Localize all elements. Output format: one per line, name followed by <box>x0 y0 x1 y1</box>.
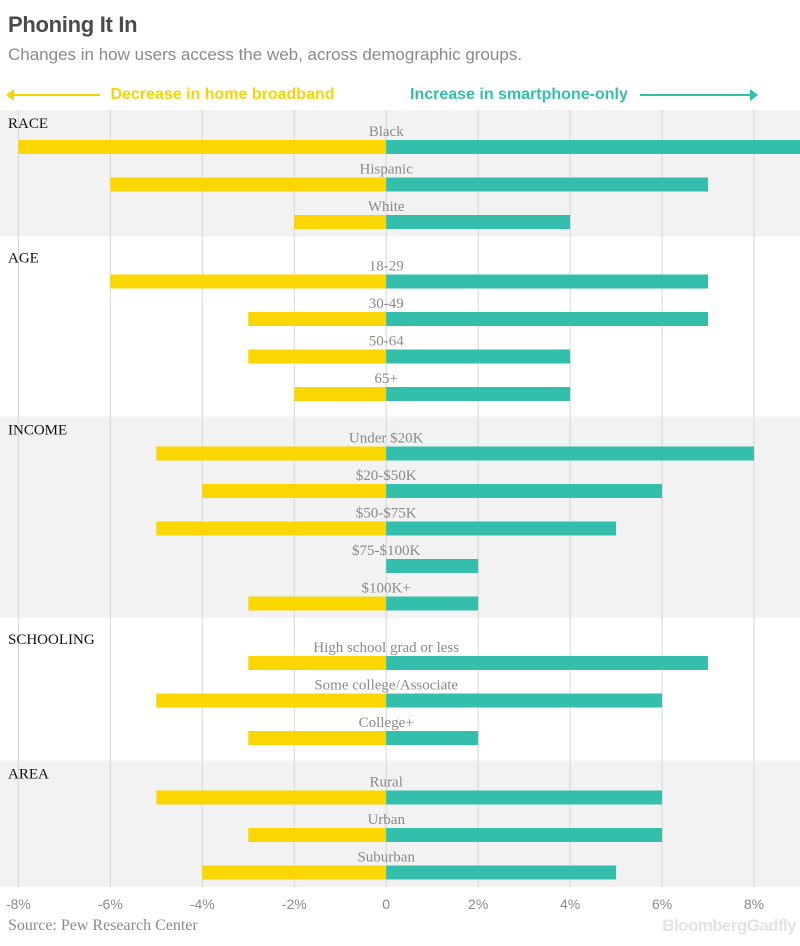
bar-decrease <box>18 140 387 154</box>
bar-increase <box>386 312 709 326</box>
category-label: 30-49 <box>369 296 404 312</box>
bar-increase <box>386 828 663 842</box>
bar-increase <box>386 387 571 401</box>
logo-part-1: Bloomberg <box>662 916 747 935</box>
bar-increase <box>386 865 617 880</box>
group-label: AGE <box>8 251 39 267</box>
bar-decrease <box>248 731 387 745</box>
bar-increase <box>386 693 663 708</box>
bar-decrease <box>248 312 387 326</box>
category-label: Under $20K <box>349 431 424 447</box>
bar-decrease <box>156 790 387 805</box>
category-label: $20-$50K <box>356 468 417 484</box>
bar-increase <box>386 349 571 364</box>
logo-part-2: Gadfly <box>746 916 797 935</box>
bar-increase <box>386 521 617 536</box>
chart-subtitle: Changes in how users access the web, acr… <box>8 45 523 64</box>
bar-increase <box>386 274 709 289</box>
category-label: $100K+ <box>362 581 411 597</box>
category-label: Suburban <box>357 850 415 866</box>
bar-increase <box>386 446 755 461</box>
bar-decrease <box>202 484 387 498</box>
bar-increase <box>386 731 479 745</box>
x-tick-label: -4% <box>190 896 215 912</box>
x-tick-label: 0 <box>382 896 390 912</box>
x-tick-label: 2% <box>468 896 488 912</box>
bar-decrease <box>156 521 387 536</box>
x-tick-label: 8% <box>744 896 764 912</box>
bar-decrease <box>156 446 387 461</box>
category-label: Some college/Associate <box>314 678 458 694</box>
group-label: SCHOOLING <box>8 632 95 648</box>
arrow-right-icon <box>640 89 759 101</box>
category-label: Hispanic <box>360 162 414 178</box>
bar-decrease <box>202 865 387 880</box>
bar-decrease <box>294 387 387 401</box>
bar-decrease <box>156 693 387 708</box>
bar-increase <box>386 177 709 192</box>
x-tick-label: -6% <box>98 896 123 912</box>
category-label: 65+ <box>374 371 397 387</box>
bar-increase <box>386 559 479 573</box>
category-label: Rural <box>370 775 403 791</box>
category-label: 18-29 <box>369 259 404 275</box>
group-label: AREA <box>8 767 49 783</box>
arrow-left-icon <box>6 89 100 101</box>
category-label: High school grad or less <box>313 640 459 656</box>
bar-decrease <box>248 596 387 611</box>
category-label: $75-$100K <box>352 543 420 559</box>
bar-increase <box>386 596 479 611</box>
source-note: Source: Pew Research Center <box>8 917 198 934</box>
bar-increase <box>386 140 800 154</box>
bar-increase <box>386 656 709 670</box>
chart-title: Phoning It In <box>8 12 138 37</box>
category-label: White <box>368 199 405 215</box>
publisher-logo: BloombergGadfly <box>662 916 796 936</box>
x-tick-label: 6% <box>652 896 672 912</box>
category-label: $50-$75K <box>356 506 417 522</box>
x-tick-label: 4% <box>560 896 580 912</box>
legend-decrease-label: Decrease in home broadband <box>110 86 335 103</box>
legend-increase: Increase in smartphone-only <box>410 86 759 104</box>
category-label: College+ <box>359 715 414 731</box>
category-label: Urban <box>367 812 405 828</box>
bar-decrease <box>294 215 387 229</box>
bar-increase <box>386 790 663 805</box>
bar-decrease <box>248 828 387 842</box>
x-tick-label: -2% <box>282 896 307 912</box>
bar-increase <box>386 484 663 498</box>
category-label: Black <box>369 124 404 140</box>
legend-increase-label: Increase in smartphone-only <box>410 86 628 103</box>
group-label: RACE <box>8 116 48 132</box>
bar-increase <box>386 215 571 229</box>
category-label: 50-64 <box>369 334 404 350</box>
group-label: INCOME <box>8 423 67 439</box>
bar-decrease <box>110 274 387 289</box>
bar-decrease <box>248 656 387 670</box>
legend-decrease: Decrease in home broadband <box>6 86 335 104</box>
x-tick-label: -8% <box>6 896 31 912</box>
bar-decrease <box>248 349 387 364</box>
bar-decrease <box>110 177 387 192</box>
